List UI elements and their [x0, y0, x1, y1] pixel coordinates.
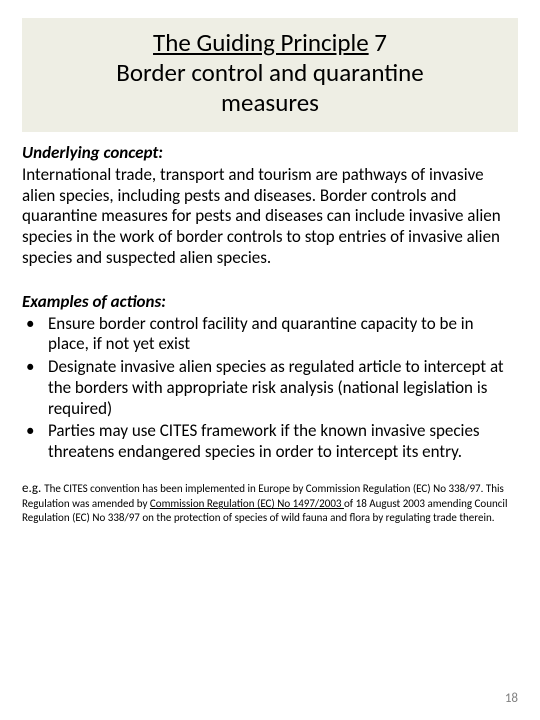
concept-text: International trade, transport and touri… — [22, 165, 518, 269]
slide-container: The Guiding Principle 7 Border control a… — [0, 0, 540, 720]
title-number: 7 — [369, 27, 387, 58]
footnote-prefix: e.g. — [22, 481, 44, 496]
title-line-1: The Guiding Principle 7 — [42, 28, 498, 58]
list-item: Parties may use CITES framework if the k… — [22, 421, 518, 462]
concept-heading: Underlying concept: — [22, 142, 518, 163]
list-item: Designate invasive alien species as regu… — [22, 357, 518, 419]
examples-list: Ensure border control facility and quara… — [22, 314, 518, 463]
list-item: Ensure border control facility and quara… — [22, 314, 518, 355]
title-block: The Guiding Principle 7 Border control a… — [22, 18, 518, 132]
title-line-3: measures — [42, 88, 498, 118]
title-underlined: The Guiding Principle — [153, 27, 369, 58]
footnote: e.g. The CITES convention has been imple… — [22, 481, 518, 525]
footnote-link[interactable]: Commission Regulation (EC) No 1497/2003 — [150, 497, 344, 510]
examples-heading: Examples of actions: — [22, 291, 518, 312]
page-number: 18 — [505, 691, 518, 706]
title-line-2: Border control and quarantine — [42, 58, 498, 88]
